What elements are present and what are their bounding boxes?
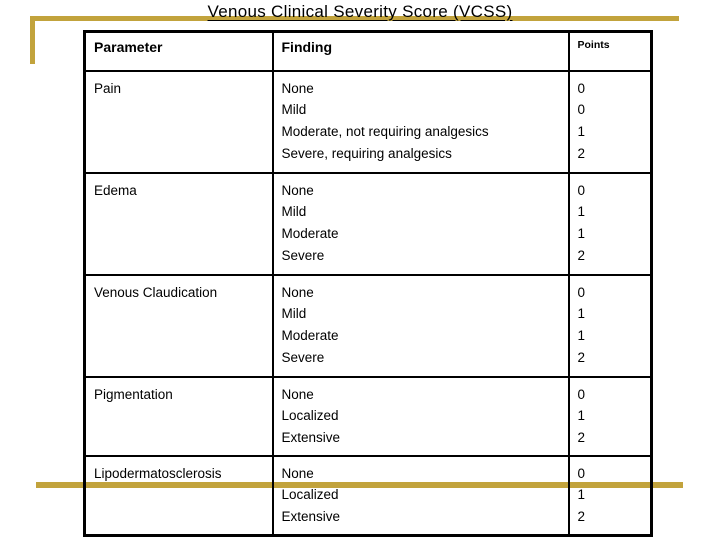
table-row: Edema None Mild Moderate Severe 0 1 1 2	[83, 171, 653, 276]
finding-line: None	[281, 80, 314, 96]
header-parameter: Parameter	[83, 30, 274, 72]
finding-line: None	[281, 182, 314, 198]
vcss-table: Parameter Finding Points Pain None Mild Mod…	[83, 30, 653, 537]
finding-line: None	[281, 386, 314, 402]
header-finding: Finding	[271, 30, 570, 72]
parameter-cell: Venous Claudication	[83, 273, 274, 378]
finding-line: Extensive	[281, 429, 341, 445]
points-value: 0	[577, 284, 586, 300]
table-row: Pigmentation None Localized Extensive 0 1 2	[83, 375, 653, 457]
points-value: 1	[577, 408, 586, 424]
points-value: 2	[577, 247, 586, 263]
finding-cell: None Localized Extensive	[271, 454, 570, 537]
points-value: 0	[577, 102, 586, 118]
points-value: 1	[577, 327, 586, 343]
points-cell: 0 1 1 2	[567, 171, 653, 276]
finding-line: Mild	[281, 102, 307, 118]
finding-cell: None Mild Moderate Severe	[271, 171, 570, 276]
table-header: Parameter Finding Points	[83, 30, 653, 72]
points-value: 2	[577, 509, 586, 525]
points-value: 0	[577, 182, 586, 198]
decor-gold-top-line	[30, 16, 679, 21]
finding-cell: None Mild Moderate Severe	[271, 273, 570, 378]
parameter-cell: Pain	[83, 69, 274, 174]
points-value: 1	[577, 123, 586, 139]
page-title: Venous Clinical Severity Score (VCSS)	[207, 2, 513, 21]
finding-cell: None Localized Extensive	[271, 375, 570, 457]
points-value: 0	[577, 80, 586, 96]
finding-cell: None Mild Moderate, not requiring analgesi…	[271, 69, 570, 174]
parameter-cell: Pigmentation	[83, 375, 274, 457]
finding-line: None	[281, 284, 314, 300]
table-row: Venous Claudication None Mild Moderate Sever…	[83, 273, 653, 378]
finding-line: Localized	[281, 487, 339, 503]
finding-line: Severe	[281, 247, 325, 263]
points-value: 2	[577, 349, 586, 365]
finding-line: Mild	[281, 204, 307, 220]
points-value: 1	[577, 225, 586, 241]
points-cell: 0 1 1 2	[567, 273, 653, 378]
finding-line: None	[281, 465, 314, 481]
finding-line: Severe, requiring analgesics	[281, 145, 452, 161]
points-value: 0	[577, 386, 586, 402]
points-value: 1	[577, 487, 586, 503]
finding-line: Localized	[281, 408, 339, 424]
finding-line: Moderate	[281, 327, 339, 343]
points-value: 1	[577, 306, 586, 322]
finding-line: Severe	[281, 349, 325, 365]
points-cell: 0 1 2	[567, 454, 653, 537]
table-row: Lipodermatosclerosis None Localized Extensi…	[83, 454, 653, 537]
table-row: Pain None Mild Moderate, not requiring anal…	[83, 69, 653, 174]
points-cell: 0 1 2	[567, 375, 653, 457]
finding-line: Mild	[281, 306, 307, 322]
finding-line: Moderate, not requiring analgesics	[281, 123, 489, 139]
vcss-table-body: Pain None Mild Moderate, not requiring anal…	[83, 69, 653, 537]
parameter-cell: Edema	[83, 171, 274, 276]
finding-line: Extensive	[281, 509, 341, 525]
points-value: 2	[577, 145, 586, 161]
points-cell: 0 0 1 2	[567, 69, 653, 174]
parameter-cell: Lipodermatosclerosis	[83, 454, 274, 537]
points-value: 2	[577, 429, 586, 445]
points-value: 1	[577, 204, 586, 220]
header-row: Parameter Finding Points	[83, 30, 653, 72]
finding-line: Moderate	[281, 225, 339, 241]
points-value: 0	[577, 465, 586, 481]
header-points: Points	[567, 30, 653, 72]
decor-gold-left-line	[30, 16, 35, 64]
